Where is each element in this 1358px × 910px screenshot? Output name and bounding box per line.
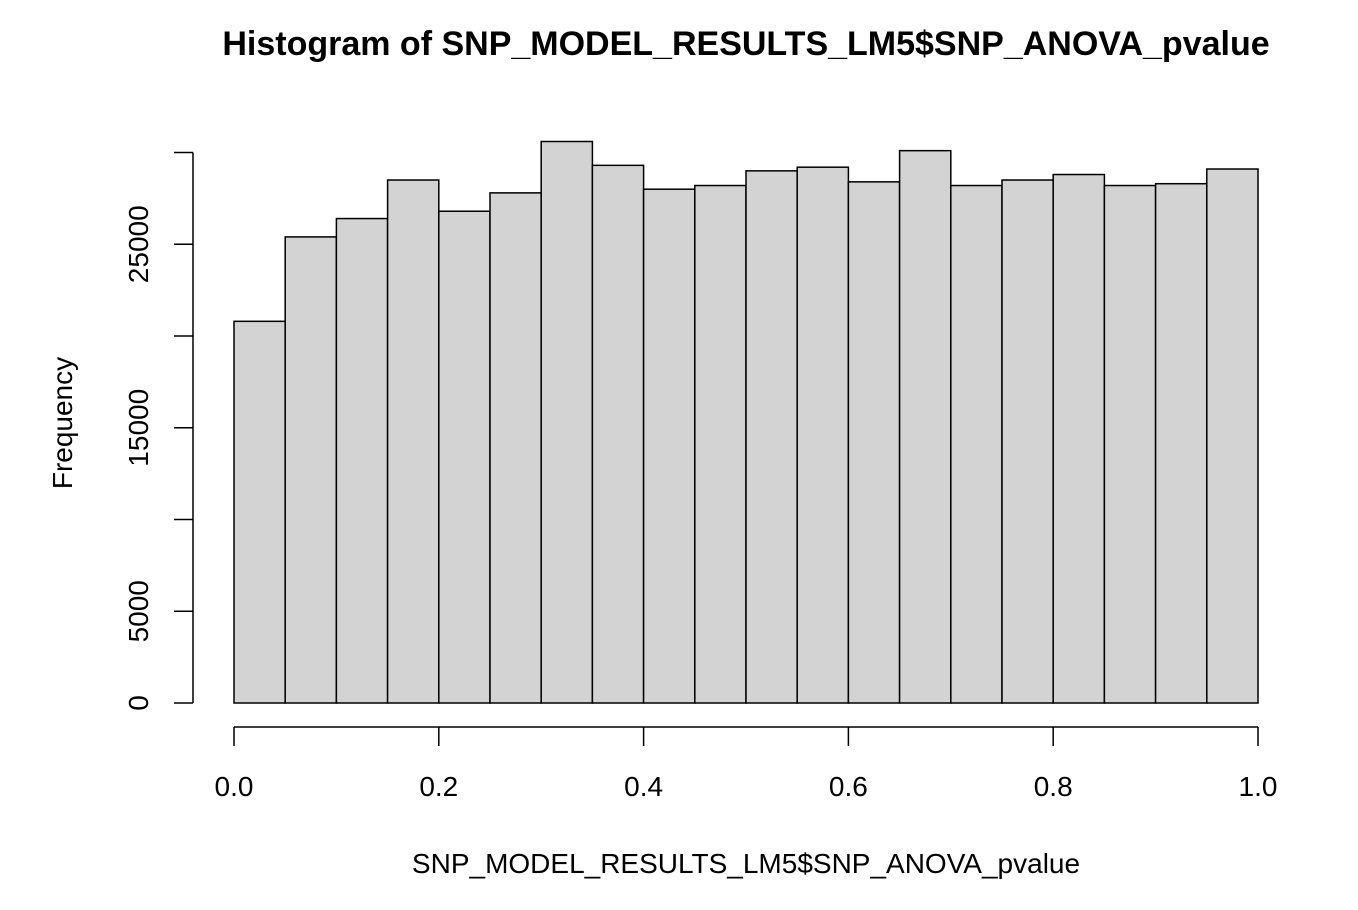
histogram-bar [745, 170, 798, 704]
y-axis-label: Frequency [47, 357, 78, 489]
y-tick-label: 5000 [123, 580, 154, 642]
histogram-bar [950, 184, 1003, 704]
x-tick-label: 0.2 [419, 771, 458, 802]
bars-group [233, 140, 1259, 704]
histogram-bar [591, 164, 645, 704]
x-tick-label: 0.4 [624, 771, 663, 802]
histogram-bar [489, 192, 542, 704]
histogram-bar [642, 188, 696, 704]
histogram-bar [386, 179, 440, 704]
x-tick-label: 0.6 [829, 771, 868, 802]
y-axis: 0 5000 15000 25000 [123, 151, 194, 711]
histogram-bar [1154, 182, 1208, 704]
histogram-bar [1001, 179, 1054, 704]
x-axis: 0.0 0.2 0.4 0.6 0.8 1.0 [215, 726, 1278, 802]
x-axis-label: SNP_MODEL_RESULTS_LM5$SNP_ANOVA_pvalue [412, 848, 1080, 879]
histogram-bar [1052, 173, 1106, 704]
histogram-bar [438, 210, 491, 704]
histogram-bar [540, 140, 594, 704]
histogram-bar [233, 320, 286, 704]
histogram-bar [796, 166, 850, 704]
y-tick-label: 15000 [123, 389, 154, 467]
chart-title: Histogram of SNP_MODEL_RESULTS_LM5$SNP_A… [222, 25, 1269, 63]
x-tick-label: 0.0 [215, 771, 254, 802]
histogram-bar [335, 217, 389, 704]
histogram-bar [847, 181, 901, 704]
x-tick-label: 1.0 [1239, 771, 1278, 802]
y-tick-label: 0 [123, 695, 154, 711]
histogram-bar [694, 184, 747, 704]
histogram-bar [1103, 184, 1157, 704]
y-tick-label: 25000 [123, 205, 154, 283]
x-tick-label: 0.8 [1034, 771, 1073, 802]
histogram-bar [284, 236, 338, 704]
histogram-bar [1206, 168, 1259, 704]
histogram-bar [898, 149, 952, 704]
